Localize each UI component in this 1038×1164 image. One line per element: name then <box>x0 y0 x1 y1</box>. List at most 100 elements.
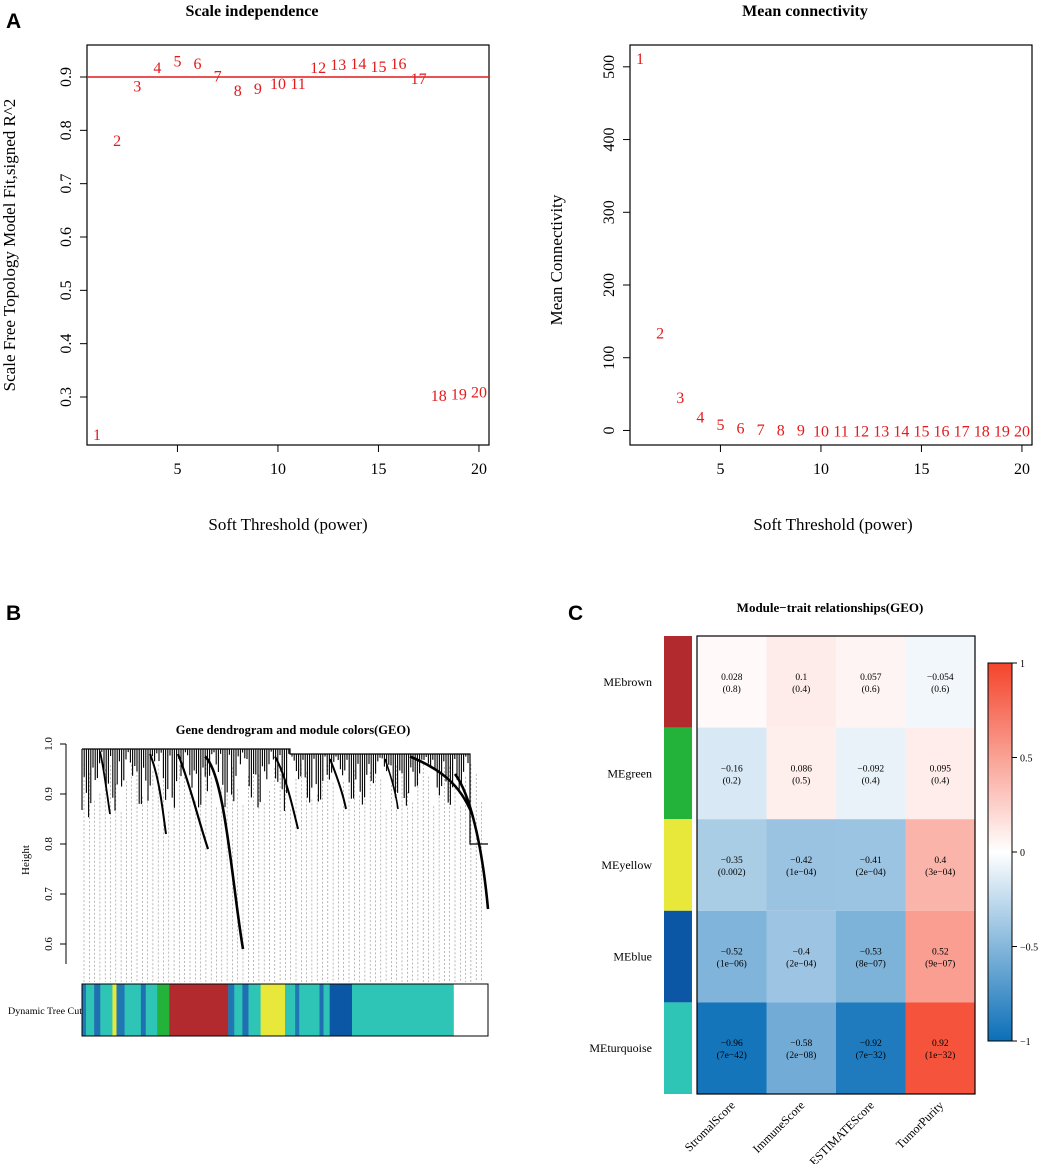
data-point-label: 10 <box>270 76 286 93</box>
cell-pvalue: (1e−04) <box>786 867 816 878</box>
y-tick-label: 0 <box>601 426 618 434</box>
data-point-label: 18 <box>431 388 447 405</box>
data-point-label: 9 <box>797 423 805 440</box>
column-label: StromalScore <box>682 1098 738 1154</box>
mean-connectivity-x-axis-label: Soft Threshold (power) <box>753 515 912 534</box>
mean-connectivity-plot-box <box>629 44 1033 446</box>
module-color-segment <box>299 984 320 1036</box>
data-point-label: 3 <box>133 79 141 96</box>
heatmap-cell <box>766 636 836 728</box>
dendrogram-dashed-guides <box>83 764 482 982</box>
data-point-label: 3 <box>676 390 684 407</box>
module-color-segment <box>260 984 286 1036</box>
y-tick-label: 200 <box>601 273 618 297</box>
heatmap-cell <box>905 727 975 820</box>
module-color-segment <box>285 984 296 1036</box>
data-point-label: 19 <box>451 386 467 403</box>
module-row-color-MEyellow <box>664 819 692 911</box>
scale-independence-x-axis-label: Soft Threshold (power) <box>208 515 367 534</box>
data-point-label: 13 <box>330 57 346 74</box>
cell-pvalue: (0.6) <box>931 684 949 695</box>
data-point-label: 14 <box>893 423 909 440</box>
data-point-label: 6 <box>737 421 745 438</box>
dendrogram-y-axis-label: Height <box>20 845 32 875</box>
data-point-label: 11 <box>833 423 848 440</box>
row-label: MEyellow <box>601 858 652 872</box>
cell-correlation: −0.092 <box>857 764 884 774</box>
heatmap-cell <box>697 636 767 728</box>
y-tick-label: 100 <box>601 346 618 370</box>
heatmap-cell <box>766 1002 836 1094</box>
cell-correlation: −0.054 <box>927 673 954 683</box>
cell-pvalue: (0.2) <box>723 775 741 786</box>
panel-label-a: A <box>6 10 21 33</box>
cell-correlation: 0.1 <box>795 673 807 683</box>
scale-tick-label: 1 <box>1020 659 1025 670</box>
cell-pvalue: (2e−08) <box>786 1050 816 1061</box>
heatmap-cell <box>905 636 975 728</box>
cell-correlation: −0.4 <box>793 948 810 958</box>
cell-correlation: 0.057 <box>860 673 882 683</box>
module-color-segment <box>86 984 95 1036</box>
cell-pvalue: (1e−32) <box>925 1050 955 1061</box>
heatmap-title: Module−trait relationships(GEO) <box>737 600 924 615</box>
dendrogram-branches <box>81 748 490 950</box>
data-point-label: 4 <box>696 410 704 427</box>
cell-correlation: −0.96 <box>721 1039 743 1049</box>
y-tick-label: 0.6 <box>43 937 55 951</box>
scale-tick-label: −1 <box>1020 1037 1031 1048</box>
module-color-segment <box>169 984 229 1036</box>
module-color-segment <box>323 984 330 1036</box>
module-row-color-MEturquoise <box>664 1002 692 1094</box>
dendrogram-title: Gene dendrogram and module colors(GEO) <box>176 723 411 737</box>
module-color-segment <box>94 984 101 1036</box>
cell-pvalue: (0.4) <box>931 775 949 786</box>
data-point-label: 5 <box>716 417 724 434</box>
data-point-label: 15 <box>913 423 929 440</box>
data-point-label: 8 <box>777 423 785 440</box>
data-point-label: 16 <box>391 56 407 73</box>
data-point-label: 4 <box>153 60 161 77</box>
y-tick-label: 0.8 <box>58 120 75 140</box>
scale-independence-y-axis-label: Scale Free Topology Model Fit,signed R^2 <box>0 99 19 392</box>
module-row-color-MEblue <box>664 910 692 1003</box>
cell-pvalue: (7e−42) <box>717 1050 747 1061</box>
cell-pvalue: (0.8) <box>723 684 741 695</box>
x-tick-label: 20 <box>471 461 487 478</box>
data-point-label: 17 <box>954 423 970 440</box>
module-color-segment <box>351 984 454 1036</box>
data-point-label: 10 <box>813 423 829 440</box>
row-label: MEgreen <box>607 766 652 780</box>
x-tick-label: 15 <box>370 461 386 478</box>
data-point-label: 2 <box>113 133 121 150</box>
y-tick-label: 500 <box>601 55 618 79</box>
module-color-segment <box>234 984 243 1036</box>
data-point-label: 7 <box>214 68 222 85</box>
cell-correlation: 0.086 <box>791 764 813 774</box>
x-tick-label: 20 <box>1014 461 1030 478</box>
column-label: TumorPurity <box>893 1098 946 1151</box>
heatmap-cell <box>836 727 906 820</box>
data-point-label: 1 <box>636 51 644 68</box>
color-scale-bar <box>987 662 1013 1042</box>
data-point-label: 18 <box>974 423 990 440</box>
module-color-segment <box>248 984 261 1036</box>
module-color-segment <box>157 984 170 1036</box>
row-label: MEblue <box>613 950 652 964</box>
cell-correlation: −0.52 <box>721 948 743 958</box>
mean-connectivity-title: Mean connectivity <box>742 3 868 20</box>
data-point-label: 9 <box>254 81 262 98</box>
cell-correlation: −0.16 <box>721 764 743 774</box>
cell-correlation: 0.4 <box>934 856 946 866</box>
module-color-segment <box>140 984 147 1036</box>
cell-pvalue: (0.6) <box>862 684 880 695</box>
cell-pvalue: (0.4) <box>792 684 810 695</box>
y-tick-label: 0.9 <box>43 787 55 801</box>
heatmap-cell <box>836 636 906 728</box>
data-point-label: 2 <box>656 325 664 342</box>
x-tick-label: 5 <box>716 461 724 478</box>
heatmap-cell <box>905 910 975 1003</box>
heatmap-cell <box>697 819 767 911</box>
module-color-segment <box>329 984 353 1036</box>
